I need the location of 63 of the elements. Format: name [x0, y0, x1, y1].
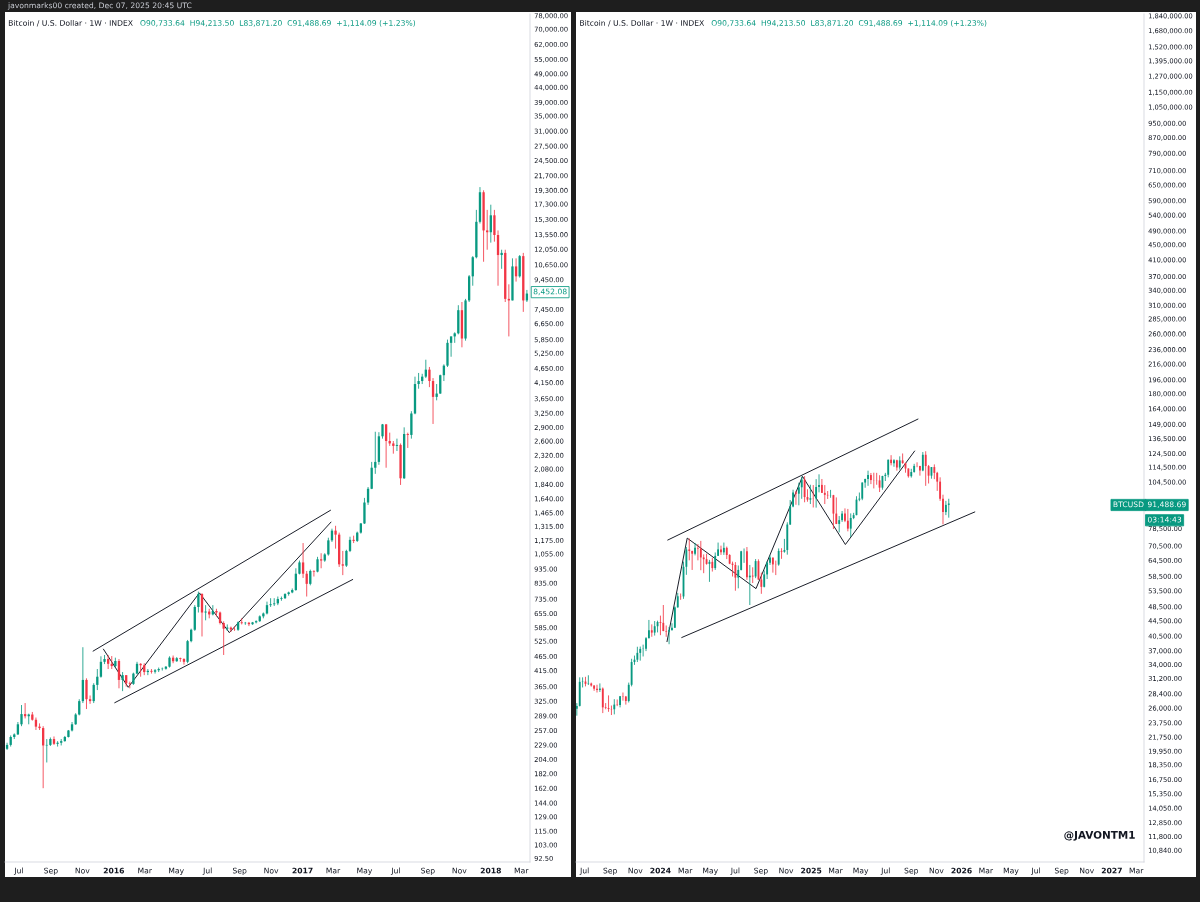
- candlestick: [334, 525, 337, 550]
- candlestick: [392, 440, 395, 455]
- candlestick: [593, 684, 596, 692]
- candlestick: [734, 561, 737, 592]
- candlestick: [601, 687, 604, 714]
- candlestick: [699, 540, 702, 571]
- candlestick: [52, 736, 56, 746]
- candlestick: [226, 624, 229, 632]
- candlestick: [809, 484, 812, 505]
- candlestick: [197, 591, 200, 613]
- candlestick: [774, 560, 777, 576]
- candlestick: [500, 249, 503, 270]
- candlestick: [662, 604, 665, 632]
- candlestick: [596, 684, 598, 693]
- candlestick: [222, 620, 225, 656]
- candlestick: [869, 472, 872, 485]
- candlestick: [150, 668, 153, 675]
- candlestick: [395, 438, 399, 452]
- candlestick: [800, 476, 803, 500]
- candlestick: [486, 209, 489, 251]
- candlestick: [179, 657, 182, 663]
- candlestick: [803, 475, 806, 503]
- candlestick: [694, 542, 696, 556]
- candlestick: [919, 465, 921, 477]
- candlestick: [406, 432, 409, 449]
- candlestick: [56, 740, 59, 747]
- candlestick: [835, 496, 838, 525]
- candlestick: [153, 668, 157, 675]
- candlestick: [273, 597, 276, 607]
- candlestick: [893, 458, 895, 468]
- candlestick: [815, 478, 818, 509]
- candlestick: [867, 470, 869, 487]
- candlestick: [795, 490, 797, 506]
- candlestick: [619, 695, 621, 708]
- candlestick: [186, 639, 189, 664]
- candlestick: [688, 538, 691, 561]
- candlestick: [312, 569, 316, 577]
- candlestick: [38, 722, 41, 731]
- candlestick: [823, 484, 826, 505]
- candlestick: [650, 623, 653, 638]
- line-series: [103, 521, 332, 688]
- candlestick: [352, 535, 355, 544]
- candlestick: [576, 702, 578, 717]
- candlestick: [754, 558, 757, 579]
- candlestick: [668, 626, 671, 645]
- candlestick: [435, 383, 438, 401]
- candlestick: [139, 662, 142, 678]
- candlestick: [319, 552, 323, 569]
- candlestick: [720, 545, 722, 556]
- candlestick: [182, 657, 186, 666]
- candlestick: [771, 557, 774, 574]
- candlestick: [341, 550, 344, 576]
- annotation: @JAVONTM1: [1064, 830, 1135, 841]
- candlestick: [121, 671, 124, 692]
- candlestick: [204, 604, 207, 621]
- candlestick: [622, 692, 624, 702]
- candlestick: [849, 512, 852, 538]
- candlestick: [947, 498, 950, 519]
- candlestick: [85, 677, 88, 710]
- candlestick: [722, 542, 725, 556]
- candlestick: [846, 508, 849, 532]
- candlestick: [240, 617, 243, 625]
- candlestick: [746, 546, 748, 581]
